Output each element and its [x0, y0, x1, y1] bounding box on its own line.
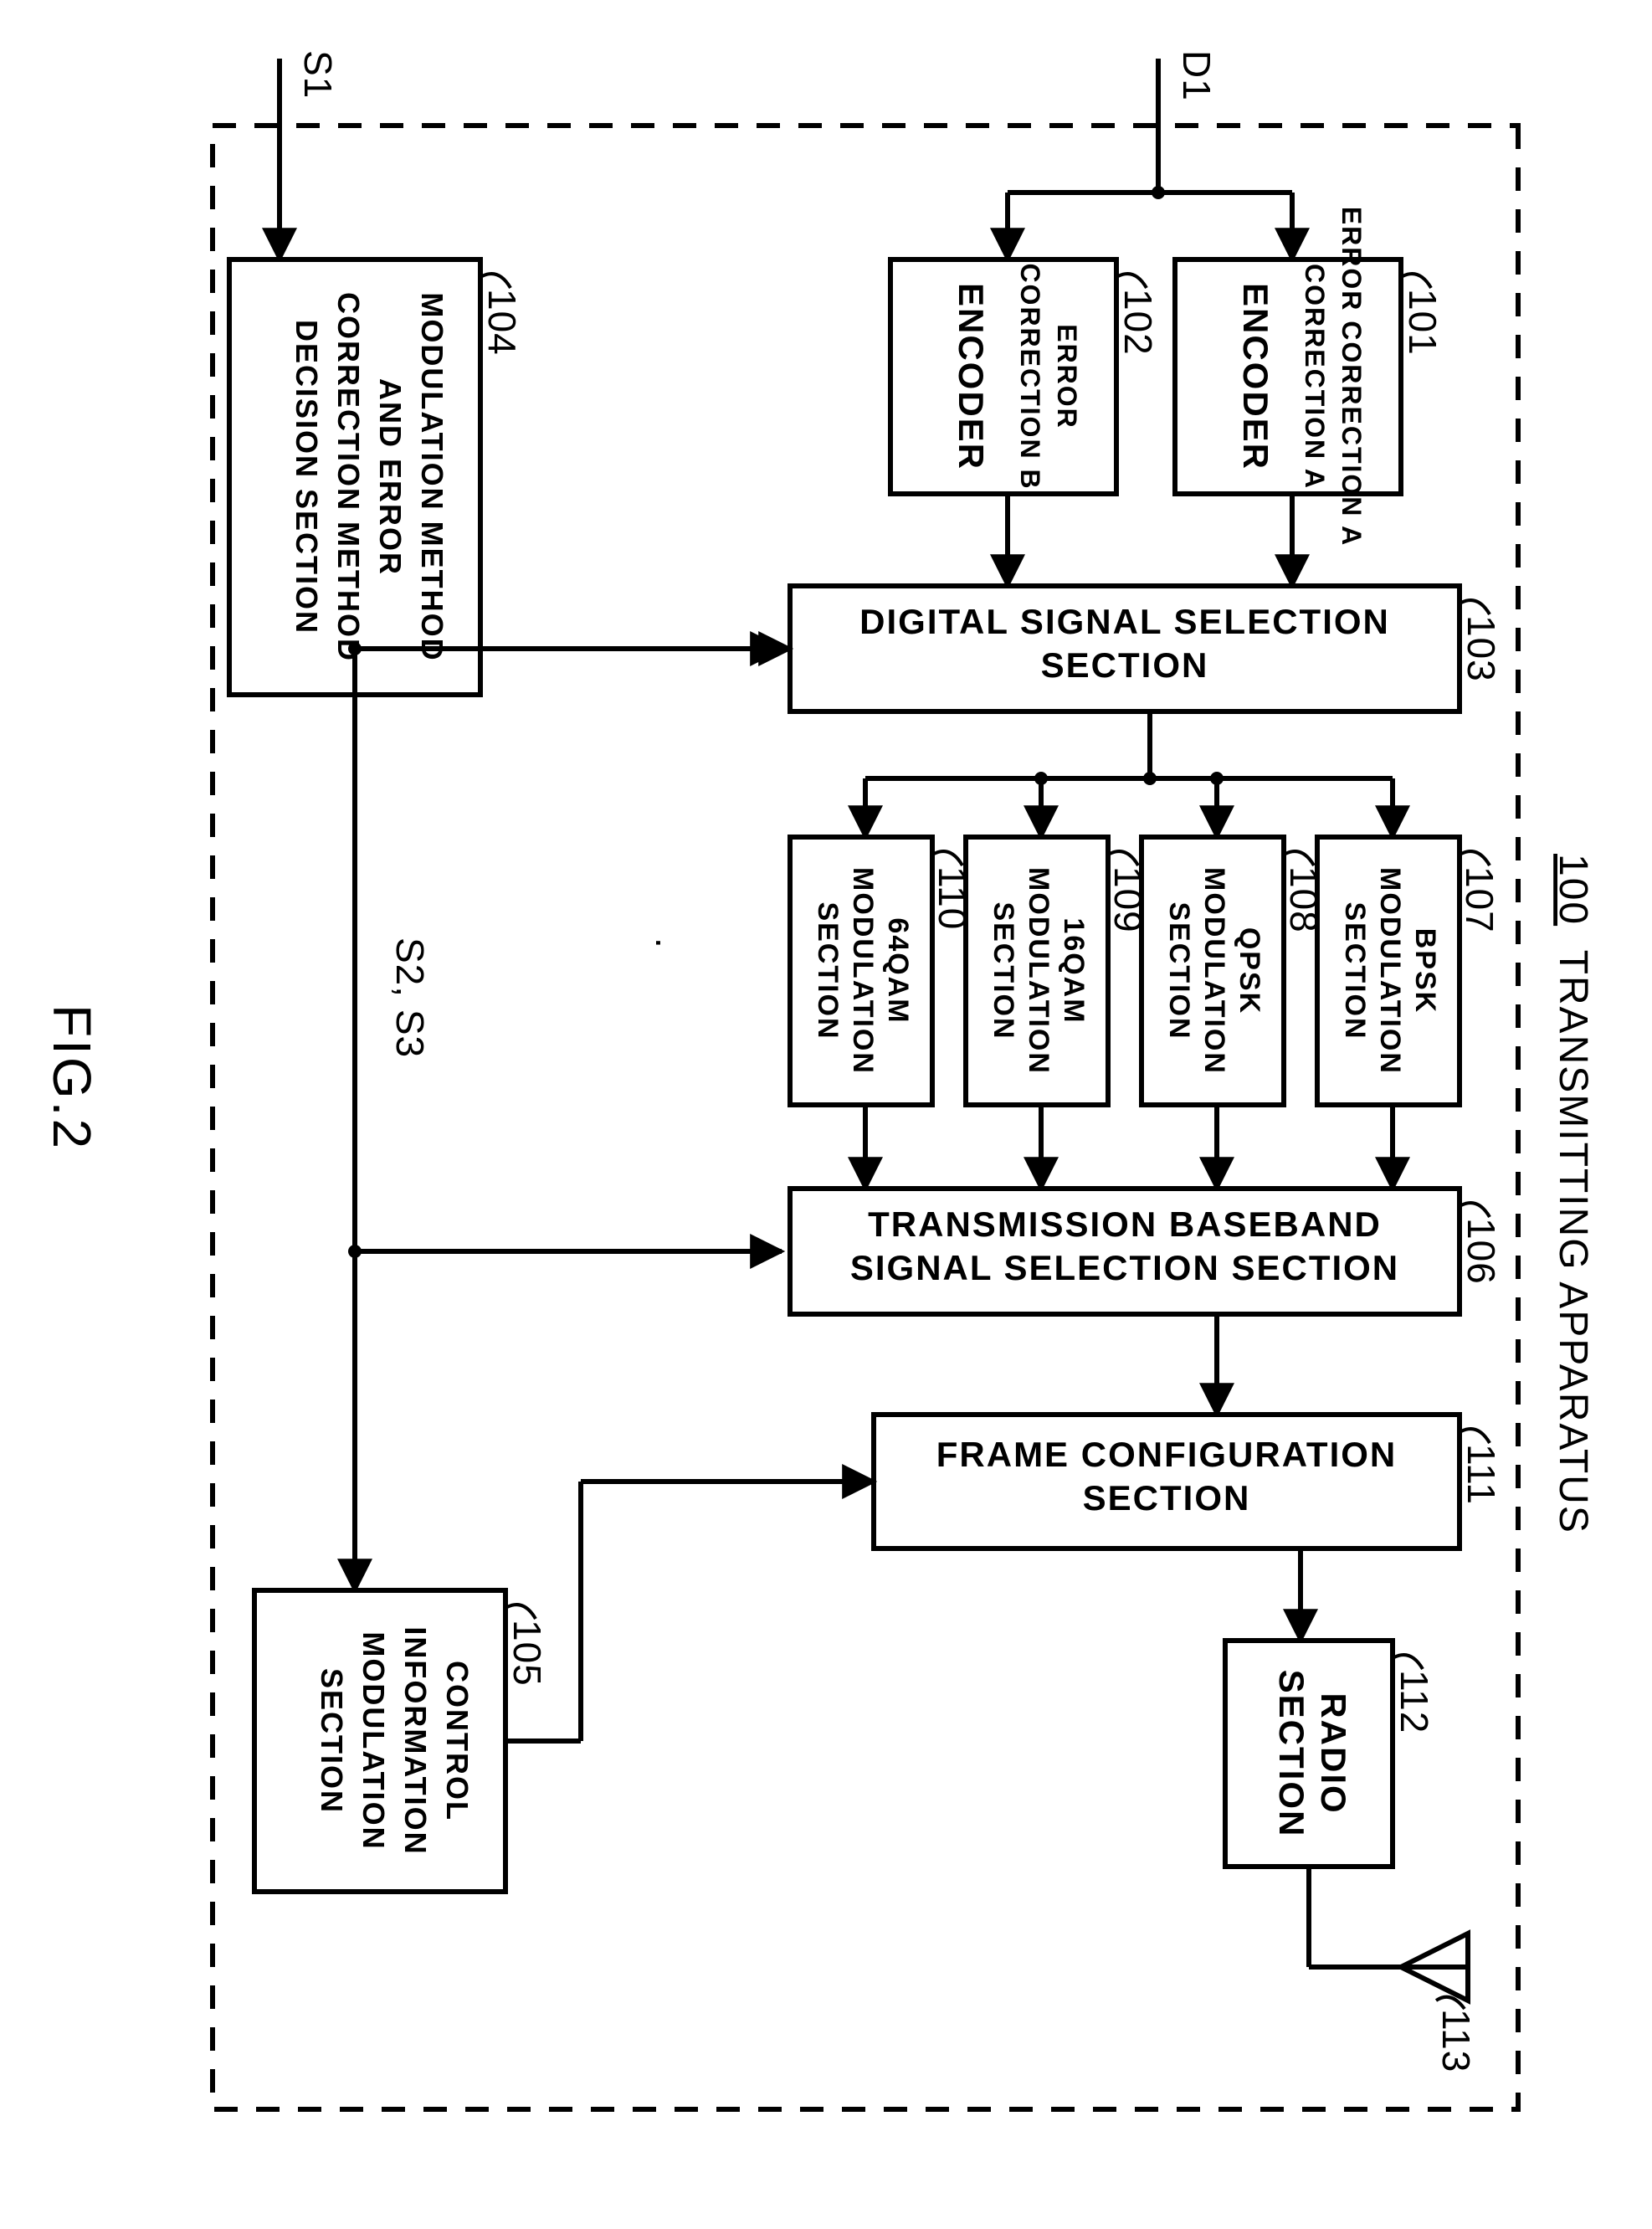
ref-111: 111	[1460, 1444, 1503, 1505]
svg-text:SECTION: SECTION	[1339, 901, 1371, 1040]
title-id: 100	[1551, 854, 1595, 926]
diagram-svg: 100 TRANSMITTING APPARATUS D1 101 ERROR …	[0, 0, 1652, 2229]
svg-text:MODULATION: MODULATION	[1023, 867, 1054, 1075]
antenna-icon	[1401, 1934, 1468, 2000]
svg-text:TRANSMISSION BASEBAND: TRANSMISSION BASEBAND	[868, 1204, 1382, 1244]
ref-113: 113	[1434, 2009, 1478, 2072]
svg-text:.: .	[648, 937, 691, 949]
svg-text:MODULATION: MODULATION	[1198, 867, 1230, 1075]
svg-text:CORRECTION B: CORRECTION B	[1015, 263, 1045, 490]
svg-text:16QAM: 16QAM	[1058, 917, 1090, 1024]
svg-text:INFORMATION: INFORMATION	[398, 1626, 433, 1855]
svg-text:SECTION: SECTION	[988, 901, 1019, 1040]
svg-text:CORRECTION METHOD: CORRECTION METHOD	[331, 292, 366, 662]
svg-text:CONTROL: CONTROL	[440, 1661, 475, 1821]
svg-text:SECTION: SECTION	[1041, 645, 1209, 685]
ref-108: 108	[1282, 866, 1326, 933]
ref-103: 103	[1460, 615, 1503, 682]
input-s1-label: S1	[296, 50, 340, 99]
svg-text:64QAM: 64QAM	[882, 917, 914, 1024]
svg-text:DIGITAL SIGNAL SELECTION: DIGITAL SIGNAL SELECTION	[859, 602, 1390, 641]
block-101-l2: ENCODER	[1236, 283, 1275, 470]
ref-109: 109	[1106, 866, 1150, 933]
ref-107: 107	[1458, 866, 1501, 933]
svg-text:MODULATION: MODULATION	[847, 867, 879, 1075]
svg-text:MODULATION: MODULATION	[1374, 867, 1406, 1075]
svg-text:AND ERROR: AND ERROR	[373, 378, 408, 576]
ref-105: 105	[505, 1620, 549, 1687]
svg-text:ENCODER: ENCODER	[952, 283, 991, 470]
ref-101: 101	[1401, 289, 1444, 356]
ref-106: 106	[1460, 1218, 1503, 1285]
page: 100 TRANSMITTING APPARATUS D1 101 ERROR …	[0, 0, 1652, 2229]
svg-text:MODULATION: MODULATION	[357, 1631, 391, 1850]
signal-s2s3-label: S2, S3	[388, 937, 432, 1058]
svg-text:CORRECTION A: CORRECTION A	[1300, 264, 1330, 490]
svg-text:SECTION: SECTION	[812, 901, 844, 1040]
svg-text:ERROR CORRECTION A: ERROR CORRECTION A	[1336, 207, 1367, 547]
svg-text:SECTION: SECTION	[1083, 1478, 1251, 1518]
title-text: TRANSMITTING APPARATUS	[1551, 950, 1595, 1534]
title: 100 TRANSMITTING APPARATUS	[1551, 854, 1595, 1534]
ref-102: 102	[1116, 289, 1160, 356]
ref-104: 104	[480, 289, 524, 356]
ref-110: 110	[931, 866, 974, 930]
svg-text:ERROR: ERROR	[1052, 324, 1082, 429]
block-102-l2: ENCODER	[952, 283, 991, 470]
block-101-l1: ERROR CORRECTION A	[1336, 207, 1367, 547]
svg-text:SIGNAL SELECTION SECTION: SIGNAL SELECTION SECTION	[850, 1248, 1399, 1287]
svg-text:MODULATION METHOD: MODULATION METHOD	[415, 292, 449, 661]
svg-text:SECTION: SECTION	[1272, 1670, 1311, 1838]
svg-text:QPSK: QPSK	[1234, 927, 1265, 1014]
svg-text:BPSK: BPSK	[1409, 928, 1441, 1014]
svg-text:RADIO: RADIO	[1314, 1692, 1353, 1814]
svg-text:DECISION SECTION: DECISION SECTION	[290, 320, 324, 634]
ref-112: 112	[1393, 1670, 1436, 1733]
svg-text:FRAME CONFIGURATION: FRAME CONFIGURATION	[936, 1435, 1398, 1474]
figure-label: FIG.2	[42, 1004, 102, 1151]
svg-text:SECTION: SECTION	[315, 1668, 349, 1814]
svg-text:SECTION: SECTION	[1163, 901, 1195, 1040]
svg-text:ENCODER: ENCODER	[1236, 283, 1275, 470]
input-d1-label: D1	[1175, 50, 1218, 101]
